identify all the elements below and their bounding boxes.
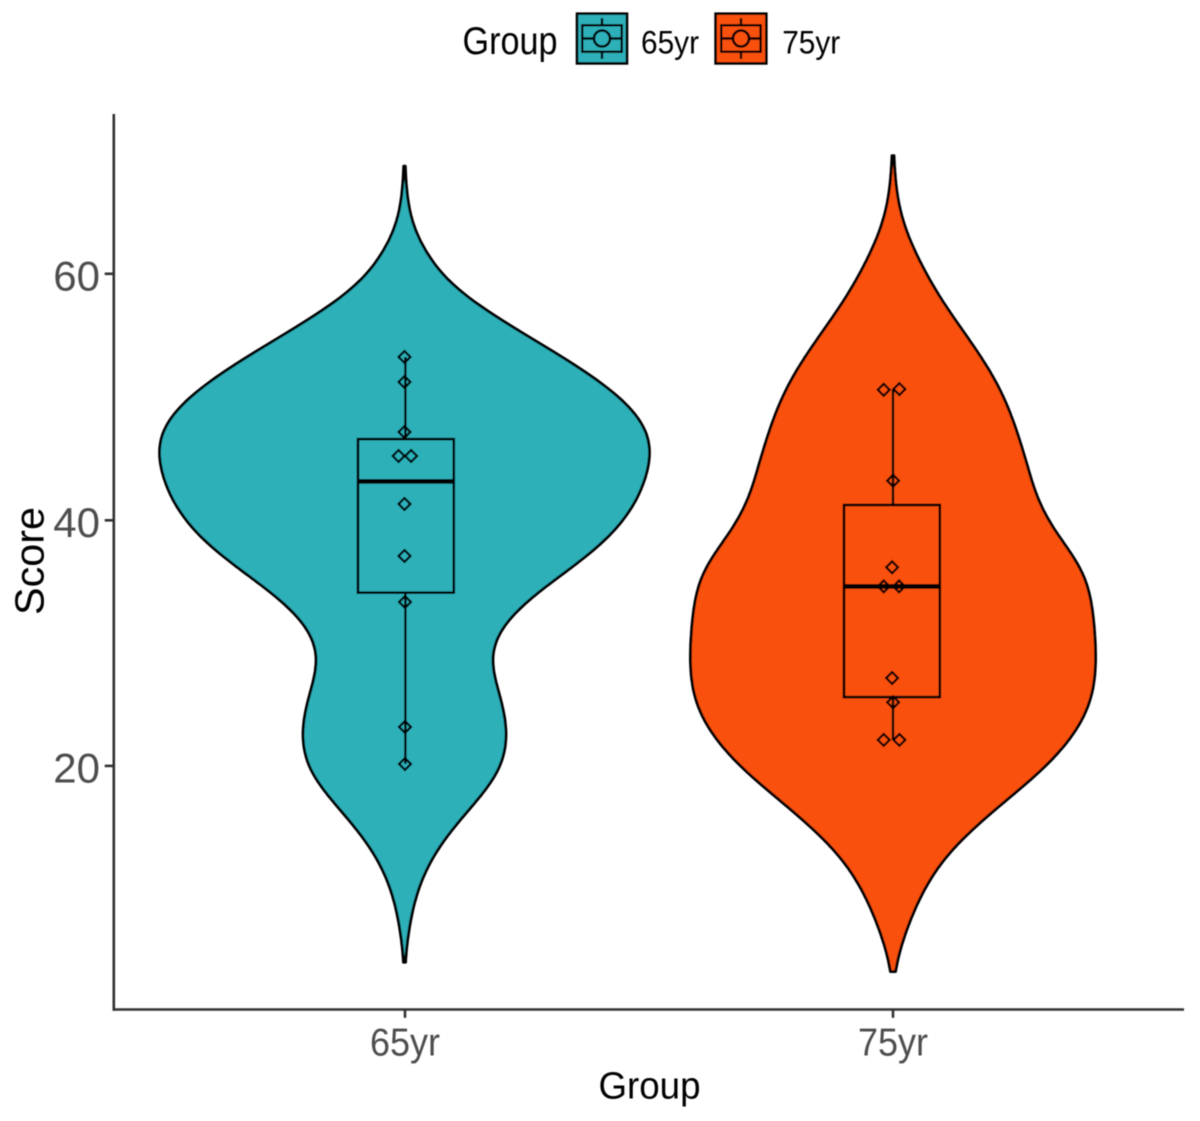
svg-text:65yr: 65yr [370, 1022, 440, 1065]
svg-text:65yr: 65yr [641, 24, 699, 60]
svg-text:40: 40 [53, 499, 100, 546]
svg-text:Score: Score [7, 507, 53, 615]
svg-text:Group: Group [463, 20, 558, 63]
svg-text:20: 20 [53, 744, 100, 791]
svg-text:75yr: 75yr [858, 1022, 928, 1065]
svg-text:Group: Group [599, 1065, 701, 1107]
svg-text:60: 60 [53, 252, 100, 299]
svg-text:75yr: 75yr [782, 24, 840, 60]
